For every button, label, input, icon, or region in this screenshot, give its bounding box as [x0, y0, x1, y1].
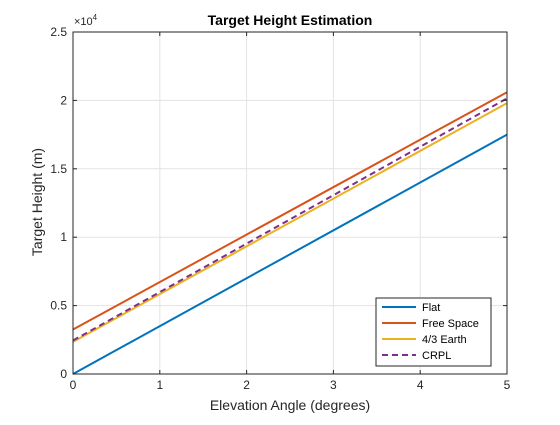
- svg-text:×104: ×104: [74, 13, 98, 28]
- series-line-4-3-earth: [72, 102, 508, 343]
- x-tick-label: 2: [243, 378, 250, 392]
- legend-entry-label: Free Space: [422, 318, 479, 330]
- y-exponent-power: 4: [93, 13, 98, 22]
- y-tick-label: 2: [60, 93, 67, 107]
- y-exponent-base: ×10: [74, 16, 93, 28]
- legend: Flat Free Space 4/3 Earth CRPL: [375, 297, 492, 367]
- legend-entry-label: 4/3 Earth: [422, 334, 467, 346]
- x-tick-label: 5: [504, 378, 511, 392]
- x-tick-label: 3: [330, 378, 337, 392]
- legend-entry-label: Flat: [422, 302, 440, 314]
- y-axis-label: Target Height (m): [29, 148, 45, 256]
- axis-tick-labels: 0 1 2 3 4 5 0 0.5 1 1.5 2 2.5: [50, 25, 510, 392]
- y-tick-label: 1.5: [50, 162, 67, 176]
- y-exponent-label: ×104: [74, 13, 98, 28]
- y-tick-label: 0.5: [50, 299, 67, 313]
- ticks: [72, 31, 508, 375]
- series-line-crpl: [72, 97, 508, 342]
- x-tick-label: 4: [417, 378, 424, 392]
- axes-box: [72, 31, 508, 375]
- y-tick-label: 2.5: [50, 25, 67, 39]
- y-tick-label: 1: [60, 230, 67, 244]
- legend-entry-label: CRPL: [422, 350, 451, 362]
- series-line-flat: [72, 133, 508, 375]
- series-lines: [72, 91, 508, 375]
- y-tick-label: 0: [60, 367, 67, 381]
- series-line-free-space: [72, 91, 508, 331]
- x-axis-label: Elevation Angle (degrees): [210, 397, 370, 413]
- x-tick-label: 1: [156, 378, 163, 392]
- chart-title: Target Height Estimation: [208, 12, 373, 28]
- x-tick-label: 0: [70, 378, 77, 392]
